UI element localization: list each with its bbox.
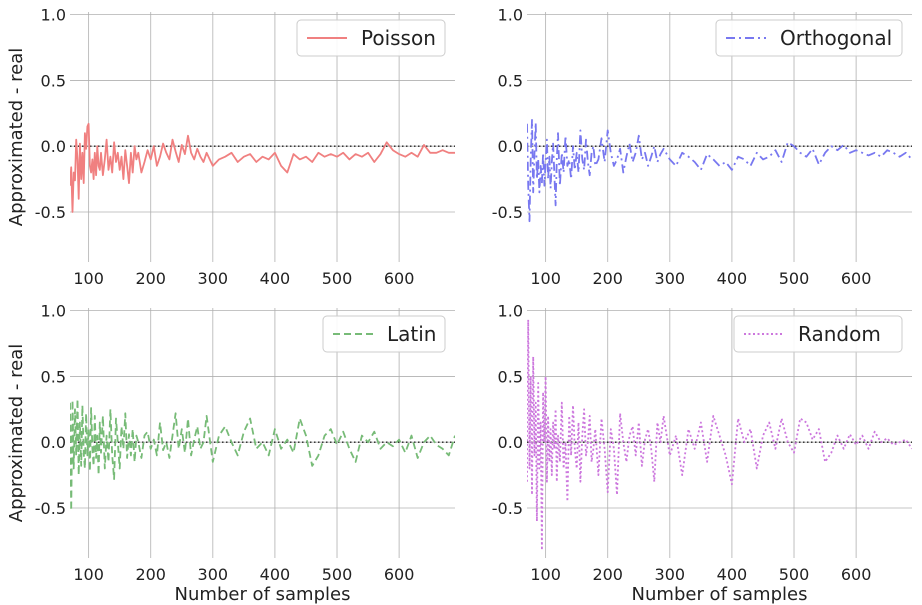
panel-3-y-tick-label: -0.5 [35,499,66,518]
panel-2-x-tick-label: 300 [655,269,686,288]
panel-2-x-tick-label: 600 [841,269,872,288]
panel-1-x-tick-label: 400 [260,269,291,288]
panel-1-legend: Poisson [296,19,446,57]
panel-1-y-tick-label: 0.0 [41,137,66,156]
panel-2-y-tick-label: -0.5 [492,203,523,222]
panel-1-legend-box [296,19,446,57]
panel-4-y-tick-label: 0.5 [498,367,523,386]
panel-4: 100 200 300 400 500 600 -0.5 0.0 0.5 1.0 Random Num… [492,302,912,605]
panel-4-x-tick-label: 500 [779,565,810,584]
panel-3-x-tick-label: 500 [322,565,353,584]
panel-2-x-tick-label: 200 [592,269,623,288]
panel-1-y-axis-label: Approximated - real [6,48,27,226]
panel-4-x-axis-label: Number of samples [632,584,808,605]
panel-4-y-tick-label: 1.0 [498,302,523,321]
panel-3-legend: Latin [322,315,446,353]
panel-4-x-tick-label: 200 [592,565,623,584]
panel-4-legend: Random [733,315,903,353]
panel-2-x-tick-label: 100 [530,269,561,288]
panel-3-legend-label: Latin [387,322,436,346]
panel-2: 100 200 300 400 500 600 -0.5 0.0 0.5 1.0 Orthogona… [492,6,912,288]
panel-4-x-tick-label: 600 [841,565,872,584]
panel-2-y-tick-label: 0.5 [498,71,523,90]
panel-3-series-line [70,397,455,512]
panel-4-x-tick-label: 400 [717,565,748,584]
panel-3-x-axis-label: Number of samples [175,584,351,605]
panel-3-x-tick-label: 100 [73,565,104,584]
panel-3-x-tick-label: 200 [135,565,166,584]
panel-3-x-tick-label: 300 [198,565,229,584]
panel-4-y-tick-label: -0.5 [492,499,523,518]
panel-4-legend-label: Random [798,322,881,346]
panel-4-x-tick-label: 300 [655,565,686,584]
panel-1-x-tick-label: 300 [198,269,229,288]
panel-1-legend-label: Poisson [361,26,436,50]
panel-1-y-tick-label: 1.0 [41,6,66,25]
panel-3-x-tick-label: 600 [384,565,415,584]
panel-3-legend-box [322,315,446,353]
panel-1-x-tick-label: 100 [73,269,104,288]
panel-2-y-tick-label: 1.0 [498,6,523,25]
panel-4-y-tick-label: 0.0 [498,433,523,452]
panel-1-series-line [70,122,455,213]
panel-1-x-tick-label: 600 [384,269,415,288]
panel-2-legend-box [715,19,903,57]
panel-2-x-tick-label: 400 [717,269,748,288]
panel-1-y-tick-label: -0.5 [35,203,66,222]
panel-1-x-tick-label: 500 [322,269,353,288]
panel-4-legend-box [733,315,903,353]
panel-1: 100 200 300 400 500 600 -0.5 0.0 0.5 1.0 Poisson Ap… [6,6,455,288]
panel-3-y-axis-label: Approximated - real [6,344,27,522]
panel-1-y-tick-label: 0.5 [41,71,66,90]
panel-2-legend-label: Orthogonal [780,26,892,50]
panel-4-x-tick-label: 100 [530,565,561,584]
panel-1-x-tick-label: 200 [135,269,166,288]
panel-3: 100 200 300 400 500 600 -0.5 0.0 0.5 1.0 Latin Appr… [6,302,455,605]
panel-3-y-tick-label: 0.0 [41,433,66,452]
panel-3-y-tick-label: 0.5 [41,367,66,386]
panel-2-y-tick-label: 0.0 [498,137,523,156]
panel-2-series-line [527,119,912,223]
panel-4-series-line [527,318,912,551]
panel-3-y-tick-label: 1.0 [41,302,66,321]
panel-2-x-tick-label: 500 [779,269,810,288]
panel-2-legend: Orthogonal [715,19,903,57]
panel-3-x-tick-label: 400 [260,565,291,584]
